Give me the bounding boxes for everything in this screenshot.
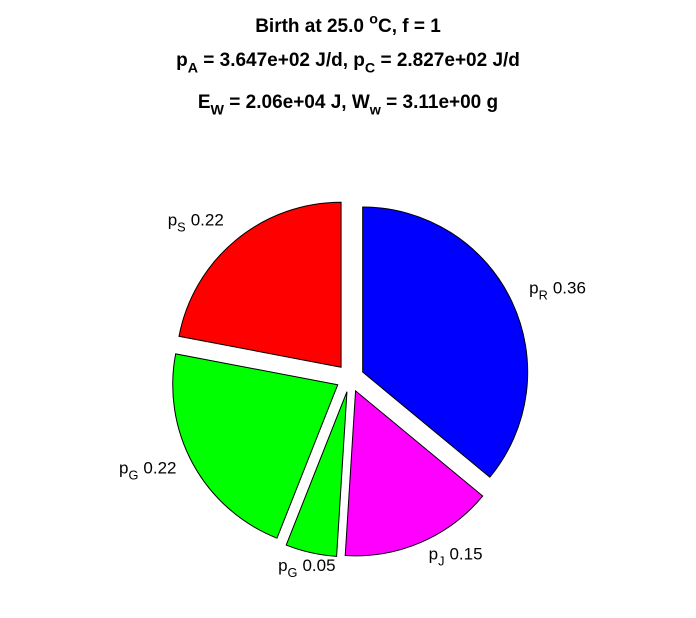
subscript: G (288, 565, 298, 580)
slice-label: pS 0.22 (168, 210, 224, 234)
text-segment: C, f = 1 (378, 16, 441, 37)
slice-value: 0.36 (553, 279, 586, 298)
text-segment: p (176, 50, 188, 71)
slice-label: pJ 0.15 (429, 545, 483, 569)
text-segment: = 2.06e+04 J, W (224, 92, 370, 113)
subscript: A (188, 61, 198, 77)
subscript: S (177, 219, 186, 234)
pie-slice (362, 206, 529, 478)
pie-slice (344, 389, 484, 557)
pie-slice (172, 353, 339, 539)
slice-value: 0.22 (143, 458, 176, 477)
text-segment: = 2.827e+02 J/d (375, 50, 520, 71)
subscript: G (128, 467, 138, 482)
subscript: w (369, 103, 382, 119)
text-segment: = 3.647e+02 J/d, p (198, 50, 365, 71)
slice-label: pG 0.22 (119, 458, 176, 482)
subscript: C (365, 61, 375, 77)
text-segment: = 3.11e+00 g (381, 92, 498, 113)
chart-title: EW = 2.06e+04 J, Ww = 3.11e+00 g (198, 92, 498, 119)
slice-value: 0.22 (191, 210, 224, 229)
pie-slice (178, 201, 342, 368)
text-segment: p (168, 210, 177, 229)
text-segment: p (119, 458, 128, 477)
subscript: J (438, 554, 444, 569)
text-segment: p (429, 545, 438, 564)
slice-label: pR 0.36 (529, 279, 586, 303)
text-segment: Birth at 25.0 (255, 16, 369, 37)
slice-value: 0.15 (449, 545, 482, 564)
superscript: o (369, 11, 378, 27)
chart-title: pA = 3.647e+02 J/d, pC = 2.827e+02 J/d (176, 50, 520, 77)
subscript: W (211, 103, 225, 119)
text-segment: p (278, 556, 287, 575)
chart-title: Birth at 25.0 oC, f = 1 (255, 11, 441, 37)
subscript: R (539, 288, 548, 303)
pie-slice (285, 391, 348, 557)
text-segment: p (529, 279, 538, 298)
text-segment: E (198, 92, 211, 113)
slice-label: pG 0.05 (278, 556, 335, 580)
slice-value: 0.05 (302, 556, 335, 575)
